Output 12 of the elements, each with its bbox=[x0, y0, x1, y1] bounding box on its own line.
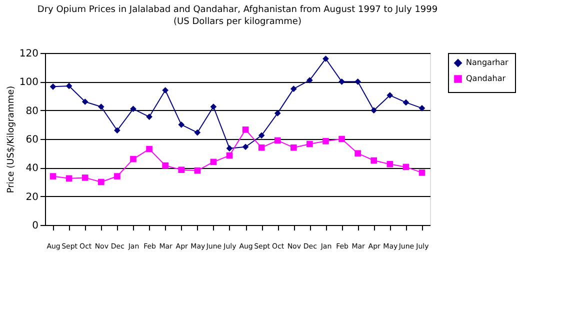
y-axis-title: Price (US$/Kilogramme) bbox=[6, 86, 16, 194]
y-tick-label: 120 bbox=[19, 48, 38, 60]
legend-label: Qandahar bbox=[466, 74, 506, 83]
chart-title: Dry Opium Prices in Jalalabad and Qandahar, Afghanistan from August 1997 to July 1999 bbox=[37, 5, 438, 15]
chart-subtitle: (US Dollars per kilogramme) bbox=[174, 17, 302, 27]
y-tick-label: 0 bbox=[32, 220, 38, 232]
y-tick-label: 40 bbox=[26, 163, 38, 174]
y-tick-label: 20 bbox=[26, 192, 38, 203]
legend-label: Nangarhar bbox=[466, 58, 510, 67]
y-tick-label: 60 bbox=[26, 134, 38, 146]
y-tick-label: 100 bbox=[19, 77, 38, 88]
y-tick-label: 80 bbox=[26, 106, 38, 117]
